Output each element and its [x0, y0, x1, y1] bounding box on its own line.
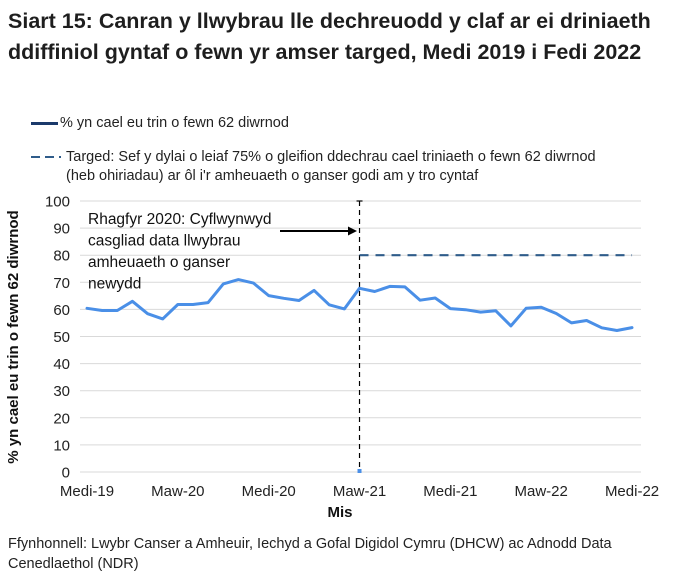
x-tick-label: Maw-21 [333, 483, 386, 500]
legend-label-target: Targed: Sef y dylai o leiaf 75% o gleifi… [66, 149, 596, 184]
y-tick-label: 100 [45, 194, 70, 211]
x-tick-label: Maw-20 [151, 483, 204, 500]
annotation-line: newydd [88, 276, 141, 293]
annotation-line: casgliad data llwybrau [88, 233, 241, 250]
marker-base-point [357, 469, 362, 473]
x-axis-title: Mis [327, 504, 352, 521]
y-tick-label: 10 [53, 437, 70, 454]
source-note: Ffynhonnell: Lwybr Canser a Amheuir, Iec… [8, 536, 612, 572]
chart-marks [85, 200, 634, 473]
y-axis-title: % yn cael eu trin o fewn 62 diwrnod [5, 210, 22, 463]
legend-label-series: % yn cael eu trin o fewn 62 diwrnod [60, 115, 289, 131]
series-line [85, 278, 634, 332]
y-tick-label: 50 [53, 329, 70, 346]
x-tick-label: Medi-21 [423, 483, 477, 500]
x-tick-labels: Medi-19 Maw-20 Medi-20 Maw-21 Medi-21 Maw-22 M… [60, 483, 659, 500]
annotation-arrowhead [348, 226, 357, 236]
legend-swatch-series [31, 122, 58, 125]
x-tick-label: Maw-22 [515, 483, 568, 500]
y-tick-label: 60 [53, 302, 70, 319]
legend-swatch-target [31, 156, 61, 159]
x-tick-label: Medi-19 [60, 483, 114, 500]
x-tick-label: Medi-20 [242, 483, 296, 500]
y-tick-label: 0 [62, 465, 70, 482]
y-tick-label: 90 [53, 221, 70, 238]
annotation-line: Rhagfyr 2020: Cyflwynwyd [88, 211, 272, 228]
y-tick-label: 20 [53, 410, 70, 427]
y-tick-label: 40 [53, 356, 70, 373]
x-tick-label: Medi-22 [605, 483, 659, 500]
chart-title: Siart 15: Canran y llwybrau lle dechreuo… [8, 9, 651, 64]
y-tick-label: 30 [53, 383, 70, 400]
annotation-line: amheuaeth o ganser [88, 254, 230, 271]
y-tick-labels: 0 10 20 30 40 50 60 70 80 90 100 [45, 194, 70, 482]
y-tick-label: 70 [53, 275, 70, 292]
annotation-text: Rhagfyr 2020: Cyflwynwyd casgliad data ll… [88, 211, 272, 293]
y-tick-label: 80 [53, 248, 70, 265]
